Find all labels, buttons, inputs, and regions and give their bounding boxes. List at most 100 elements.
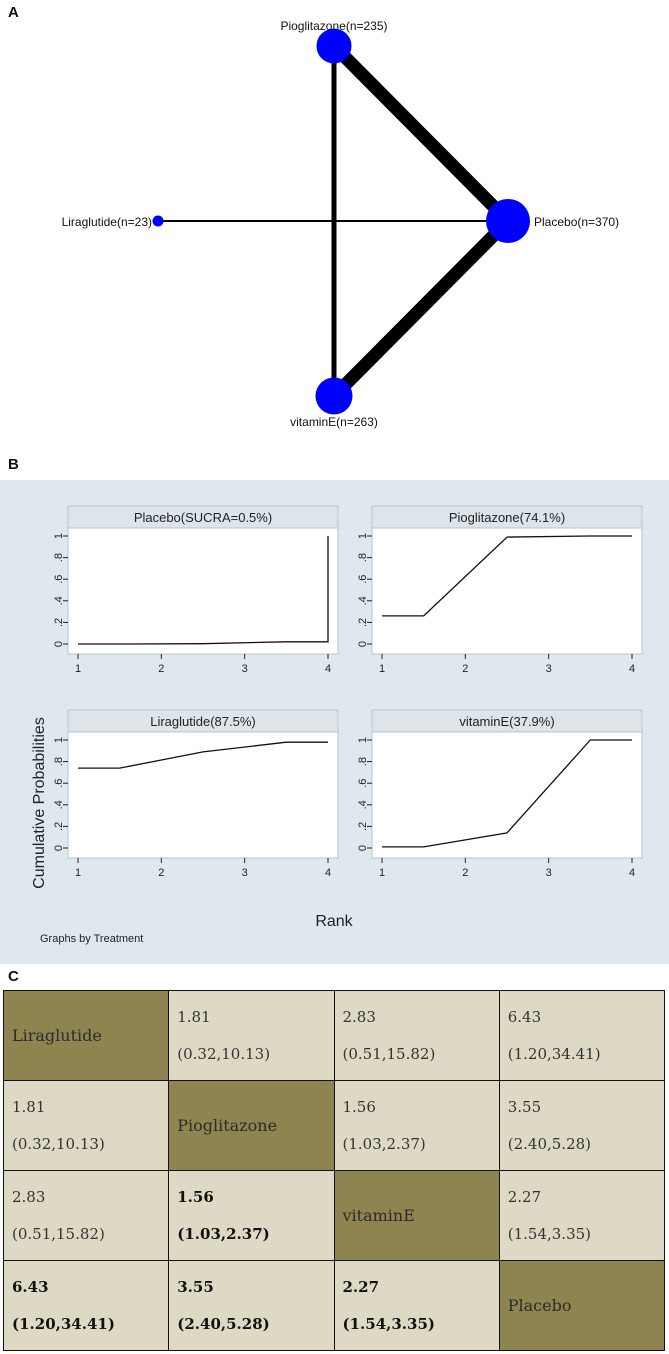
- odds-ratio-estimate: 1.56: [177, 1187, 214, 1206]
- league-cell: 2.83 (0.51,15.82): [333, 990, 500, 1081]
- odds-ratio-estimate: 2.83: [342, 1007, 376, 1026]
- y-tick-label: .8: [357, 757, 369, 766]
- ranking-subplot-1: Placebo(SUCRA=0.5%) 0 .2 .4 .6 .8 1 1 2 3 4: [53, 505, 339, 675]
- league-row: Liraglutide 1.81 (0.32,10.13) 2.83 (0.51,15.…: [2, 990, 666, 1081]
- league-diagonal-cell: Pioglitazone: [168, 1080, 335, 1171]
- network-plot: Pioglitazone(n=235) Liraglutide(n=23) Plac…: [0, 0, 669, 450]
- y-tick-label: .2: [357, 618, 369, 627]
- x-tick-label: 2: [158, 867, 164, 879]
- y-tick-label: 1: [53, 533, 65, 539]
- ranking-plot-panel: Placebo(SUCRA=0.5%) 0 .2 .4 .6 .8 1 1 2 3 4 Pioglit…: [0, 480, 669, 964]
- y-tick-label: .2: [53, 822, 65, 831]
- x-tick-label: 3: [546, 867, 552, 879]
- league-diagonal-cell: Placebo: [498, 1260, 666, 1351]
- league-cell: 2.27 (1.54,3.35): [333, 1260, 500, 1351]
- subplot-title: Liraglutide(87.5%): [150, 714, 256, 729]
- odds-ratio-estimate: 6.43: [12, 1277, 49, 1296]
- x-tick-label: 1: [379, 663, 385, 675]
- confidence-interval: (1.20,34.41): [507, 1044, 601, 1063]
- x-tick-label: 2: [158, 663, 164, 675]
- x-axis-title: Rank: [315, 913, 353, 930]
- subplot-title: Pioglitazone(74.1%): [449, 510, 565, 525]
- confidence-interval: (0.51,15.82): [12, 1224, 105, 1243]
- league-row: 2.83 (0.51,15.82) 1.56 (1.03,2.37) vitaminE 2…: [2, 1170, 666, 1261]
- league-cell: 2.83 (0.51,15.82): [2, 1170, 170, 1261]
- panel-c-letter: C: [8, 968, 19, 985]
- x-tick-label: 4: [325, 663, 331, 675]
- network-edge-vitamine-placebo: [329, 216, 513, 401]
- x-tick-label: 1: [75, 663, 81, 675]
- treatment-label: Liraglutide: [12, 1025, 102, 1045]
- x-tick-label: 2: [462, 663, 468, 675]
- league-diagonal-cell: Liraglutide: [2, 990, 170, 1081]
- x-tick-label: 1: [379, 867, 385, 879]
- subplot-title-strip: [371, 505, 643, 529]
- league-table-panel: Liraglutide 1.81 (0.32,10.13) 2.83 (0.51,15.…: [2, 990, 666, 1351]
- y-tick-label: .6: [53, 575, 65, 584]
- confidence-interval: (0.32,10.13): [177, 1044, 271, 1063]
- x-tick-label: 4: [325, 867, 331, 879]
- y-tick-label: 1: [357, 737, 369, 743]
- y-tick-label: .6: [357, 575, 369, 584]
- ranking-subplot-3: Liraglutide(87.5%) 0 .2 .4 .6 .8 1 1 2 3 4: [53, 709, 339, 879]
- y-tick-label: .4: [53, 596, 65, 605]
- y-tick-label: .2: [357, 822, 369, 831]
- y-tick-label: .8: [53, 757, 65, 766]
- league-cell: 6.43 (1.20,34.41): [498, 990, 666, 1081]
- y-tick-label: 0: [357, 641, 369, 647]
- y-axis-title: Cumulative Probabilities: [31, 717, 48, 889]
- confidence-interval: (1.03,2.37): [342, 1134, 426, 1153]
- x-tick-label: 4: [629, 663, 635, 675]
- subplot-frame: [67, 505, 339, 655]
- odds-ratio-estimate: 1.81: [177, 1007, 211, 1026]
- confidence-interval: (1.20,34.41): [12, 1314, 115, 1333]
- y-tick-label: 1: [357, 533, 369, 539]
- network-node-vitamine: [315, 377, 353, 415]
- y-tick-label: 0: [53, 845, 65, 851]
- graphs-by-note: Graphs by Treatment: [40, 933, 143, 945]
- cumulative-probability-line: [78, 536, 329, 645]
- y-tick-label: .6: [357, 779, 369, 788]
- confidence-interval: (0.51,15.82): [342, 1044, 436, 1063]
- network-node-placebo: [486, 199, 530, 243]
- network-label-pioglitazone: Pioglitazone(n=235): [280, 19, 387, 33]
- league-cell: 3.55 (2.40,5.28): [498, 1080, 666, 1171]
- x-tick-label: 1: [75, 867, 81, 879]
- x-tick-label: 3: [546, 663, 552, 675]
- y-tick-label: .8: [53, 553, 65, 562]
- confidence-interval: (2.40,5.28): [177, 1314, 270, 1333]
- x-tick-label: 4: [629, 867, 635, 879]
- confidence-interval: (2.40,5.28): [507, 1134, 592, 1153]
- odds-ratio-estimate: 3.55: [507, 1097, 542, 1116]
- subplot-frame: [67, 709, 339, 859]
- x-tick-label: 2: [462, 867, 468, 879]
- treatment-label: Pioglitazone: [177, 1115, 278, 1135]
- league-row: 1.81 (0.32,10.13) Pioglitazone 1.56 (1.03,2.…: [2, 1080, 666, 1171]
- network-label-liraglutide: Liraglutide(n=23): [62, 215, 152, 229]
- confidence-interval: (1.03,2.37): [177, 1224, 270, 1243]
- y-tick-label: 0: [53, 641, 65, 647]
- subplot-title-strip: [67, 505, 339, 529]
- cumulative-probability-line: [382, 535, 632, 617]
- treatment-label: vitaminE: [342, 1205, 415, 1225]
- cumulative-probability-line: [78, 741, 328, 769]
- subplot-title: vitaminE(37.9%): [459, 714, 554, 729]
- odds-ratio-estimate: 1.56: [342, 1097, 376, 1116]
- confidence-interval: (1.54,3.35): [342, 1314, 435, 1333]
- confidence-interval: (1.54,3.35): [507, 1224, 592, 1243]
- subplot-title-strip: [67, 709, 339, 733]
- y-tick-label: .4: [53, 800, 65, 809]
- network-node-liraglutide: [152, 215, 164, 227]
- y-tick-label: .4: [357, 800, 369, 809]
- confidence-interval: (0.32,10.13): [12, 1134, 105, 1153]
- ranking-svg: Placebo(SUCRA=0.5%) 0 .2 .4 .6 .8 1 1 2 3 4 Pioglit…: [31, 505, 643, 945]
- subplot-title: Placebo(SUCRA=0.5%): [134, 510, 272, 525]
- odds-ratio-estimate: 1.81: [12, 1097, 46, 1116]
- ranking-subplot-4: vitaminE(37.9%) 0 .2 .4 .6 .8 1 1 2 3 4: [357, 709, 643, 879]
- network-node-pioglitazone: [316, 28, 352, 64]
- y-tick-label: 1: [53, 737, 65, 743]
- network-svg: Pioglitazone(n=235) Liraglutide(n=23) Plac…: [62, 19, 619, 429]
- league-cell: 1.56 (1.03,2.37): [168, 1170, 335, 1261]
- y-tick-label: .8: [357, 553, 369, 562]
- panel-a-letter: A: [8, 4, 19, 21]
